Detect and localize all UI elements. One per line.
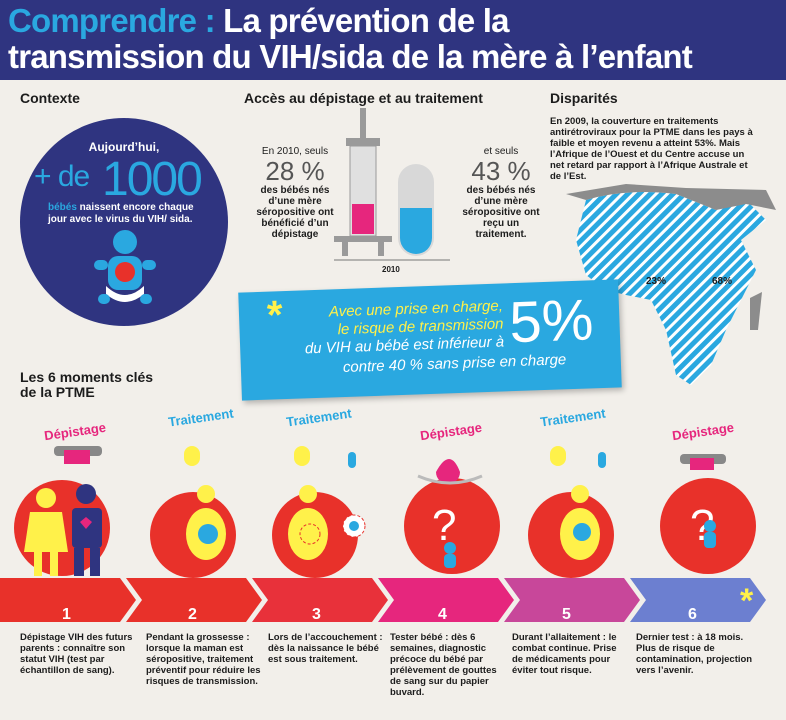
- left-intro: En 2010, seuls: [261, 146, 329, 157]
- breastfeeding-icon: [550, 446, 606, 560]
- contexte-rest: naissent encore chaque jour avec le viru…: [48, 202, 194, 225]
- step4-number: 4: [438, 606, 447, 623]
- step5-desc: Durant l’allaitement : le combat continu…: [512, 632, 617, 676]
- left-text: des bébés nés d’une mère séropositive on…: [256, 185, 334, 240]
- step5-tag: Traitement: [539, 405, 607, 430]
- step3-tag: Traitement: [285, 405, 353, 430]
- access-year: 2010: [382, 265, 400, 274]
- right-pct: 43 %: [471, 156, 531, 186]
- title-rest: La prévention de la: [214, 2, 509, 39]
- moments-title-line2: de la PTME: [20, 384, 95, 400]
- pregnant-mother-icon: [184, 446, 226, 560]
- babies-number: 1000: [102, 153, 203, 206]
- child-icon: ?: [680, 454, 726, 550]
- step2-desc: Pendant la grossesse : lorsque la maman …: [146, 632, 261, 687]
- banner-text: Avec une prise en charge, le risque de t…: [295, 297, 505, 358]
- east-pct: 68%: [712, 276, 732, 287]
- delivery-icon: [288, 446, 366, 560]
- step3-number: 3: [312, 606, 321, 623]
- babies-word: bébés: [48, 202, 77, 213]
- moments-title: Les 6 moments clés de la PTME: [20, 370, 153, 400]
- page-title-line1: Comprendre : La prévention de la: [8, 3, 786, 39]
- right-text: des bébés nés d’une mère séropositive on…: [462, 185, 540, 240]
- step2-number: 2: [188, 606, 197, 623]
- star-icon: *: [266, 293, 284, 338]
- title-accent: Comprendre :: [8, 2, 216, 39]
- access-title: Accès au dépistage et au traitement: [244, 90, 483, 106]
- access-right-stat: et seuls 43 % des bébés nés d’une mère s…: [456, 146, 546, 240]
- step3-desc: Lors de l’accouchement : dès la naissanc…: [268, 632, 383, 665]
- disparities-title: Disparités: [550, 90, 618, 106]
- left-pct: 28 %: [265, 156, 325, 186]
- contexte-title: Contexte: [20, 90, 80, 106]
- west-pct: 23%: [646, 276, 666, 287]
- step5-number: 5: [562, 606, 571, 623]
- step4-desc: Tester bébé : dès 6 semaines, diagnostic…: [390, 632, 497, 698]
- moments-title-line1: Les 6 moments clés: [20, 369, 154, 385]
- parents-icon: [24, 446, 102, 576]
- step1-number: 1: [62, 606, 71, 623]
- baby-icon: [94, 230, 156, 304]
- timeline-star-icon: *: [740, 582, 754, 620]
- step6-desc: Dernier test : à 18 mois. Plus de risque…: [636, 632, 753, 676]
- syringe-pill-illustration: [334, 108, 450, 261]
- contexte-line1: Aujourd’hui,: [88, 140, 160, 154]
- banner-big-pct: 5%: [508, 287, 595, 356]
- right-intro: et seuls: [483, 146, 519, 157]
- contexte-circle: Aujourd’hui, + de 1000 bébés naissent en…: [20, 118, 228, 326]
- step2-tag: Traitement: [167, 405, 235, 430]
- page-title-line2: transmission du VIH/sida de la mère à l’…: [8, 38, 693, 75]
- step1-desc: Dépistage VIH des futurs parents : conna…: [20, 632, 133, 676]
- africa-map: 23% 68%: [566, 184, 776, 385]
- timeline-arrow-band: [0, 578, 766, 622]
- key-message-banner: * Avec une prise en charge, le risque de…: [238, 279, 622, 401]
- access-left-stat: En 2010, seuls 28 % des bébés nés d’une …: [250, 146, 340, 240]
- baby-test-icon: ?: [417, 459, 483, 568]
- svg-text:?: ?: [432, 501, 456, 550]
- page-header: Comprendre : La prévention de la transmi…: [0, 0, 786, 80]
- contexte-text: bébés naissent encore chaque jour avec l…: [48, 202, 208, 226]
- disparities-text: En 2009, la couverture en traitements an…: [550, 116, 753, 182]
- step6-number: 6: [688, 606, 697, 623]
- plus-de: + de: [34, 160, 90, 193]
